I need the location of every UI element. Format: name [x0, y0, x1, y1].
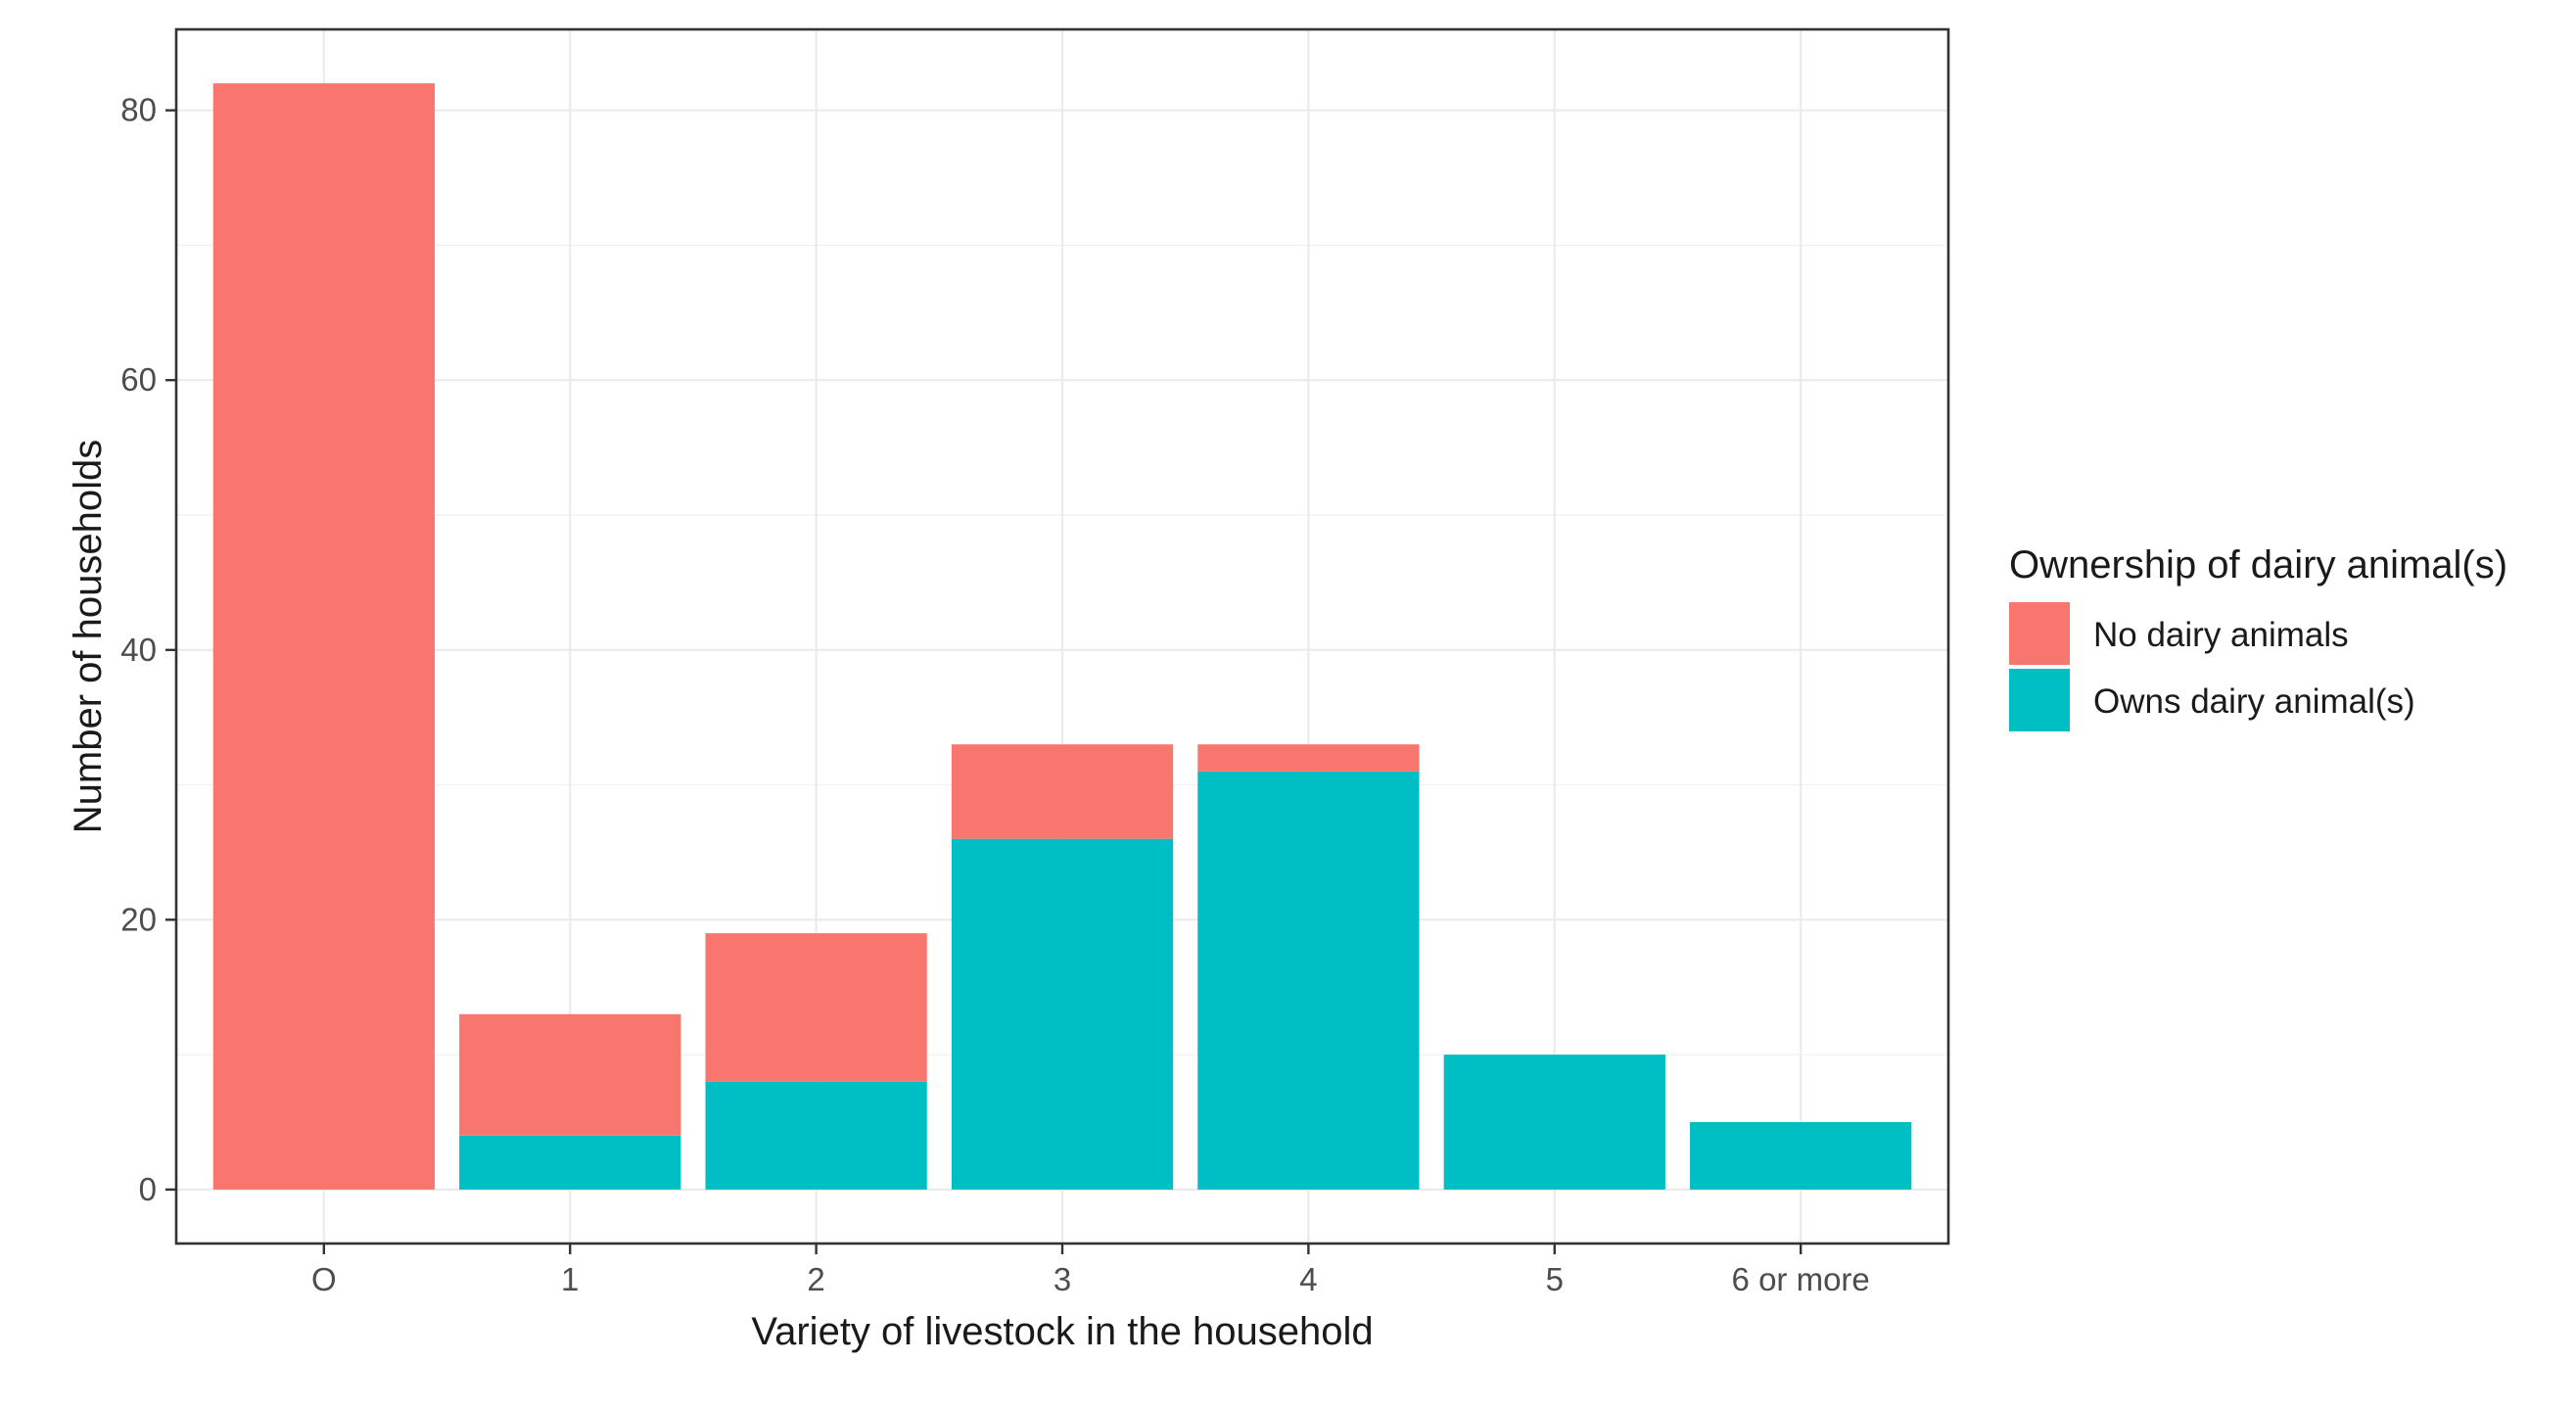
legend-label-0: No dairy animals	[2093, 616, 2349, 654]
bar-owns-dairy-animal-s-5	[1443, 1055, 1665, 1190]
bar-no-dairy-animals-3	[951, 744, 1174, 839]
y-axis-ticks: 0 20 40 60 80	[120, 92, 176, 1207]
legend-swatch-1	[2009, 669, 2070, 731]
bar-no-dairy-animals-2	[705, 933, 927, 1082]
x-tick-label: 2	[807, 1261, 824, 1297]
y-axis-title: Number of households	[67, 440, 110, 833]
bar-no-dairy-animals-0	[212, 83, 435, 1190]
y-tick-label: 60	[120, 361, 157, 398]
x-tick-label: 3	[1054, 1261, 1071, 1297]
bar-owns-dairy-animal-s-4	[1197, 771, 1420, 1190]
bar-no-dairy-animals-4	[1197, 744, 1420, 772]
x-axis-ticks: O 1 2 3 4 5 6 or more	[311, 1244, 1870, 1297]
x-tick-label: 4	[1299, 1261, 1317, 1297]
bar-owns-dairy-animal-s-6	[1690, 1122, 1912, 1190]
x-tick-label: 1	[561, 1261, 579, 1297]
legend-swatch-0	[2009, 602, 2070, 665]
x-tick-label: 5	[1546, 1261, 1564, 1297]
bar-owns-dairy-animal-s-1	[459, 1135, 681, 1190]
bar-no-dairy-animals-1	[459, 1013, 681, 1136]
bar-owns-dairy-animal-s-3	[951, 838, 1174, 1190]
x-tick-label: 6 or more	[1732, 1261, 1870, 1297]
y-tick-label: 20	[120, 901, 157, 937]
legend: Ownership of dairy animal(s) No dairy an…	[2009, 543, 2507, 731]
legend-label-1: Owns dairy animal(s)	[2093, 682, 2415, 721]
y-tick-label: 80	[120, 92, 157, 128]
bars-layer	[212, 83, 1912, 1190]
y-tick-label: 0	[139, 1171, 157, 1207]
y-tick-label: 40	[120, 632, 157, 668]
bar-owns-dairy-animal-s-2	[705, 1081, 927, 1190]
x-tick-label: O	[311, 1261, 337, 1297]
x-axis-title: Variety of livestock in the household	[751, 1310, 1373, 1353]
legend-items: No dairy animals Owns dairy animal(s)	[2009, 602, 2415, 731]
legend-title: Ownership of dairy animal(s)	[2009, 543, 2507, 587]
